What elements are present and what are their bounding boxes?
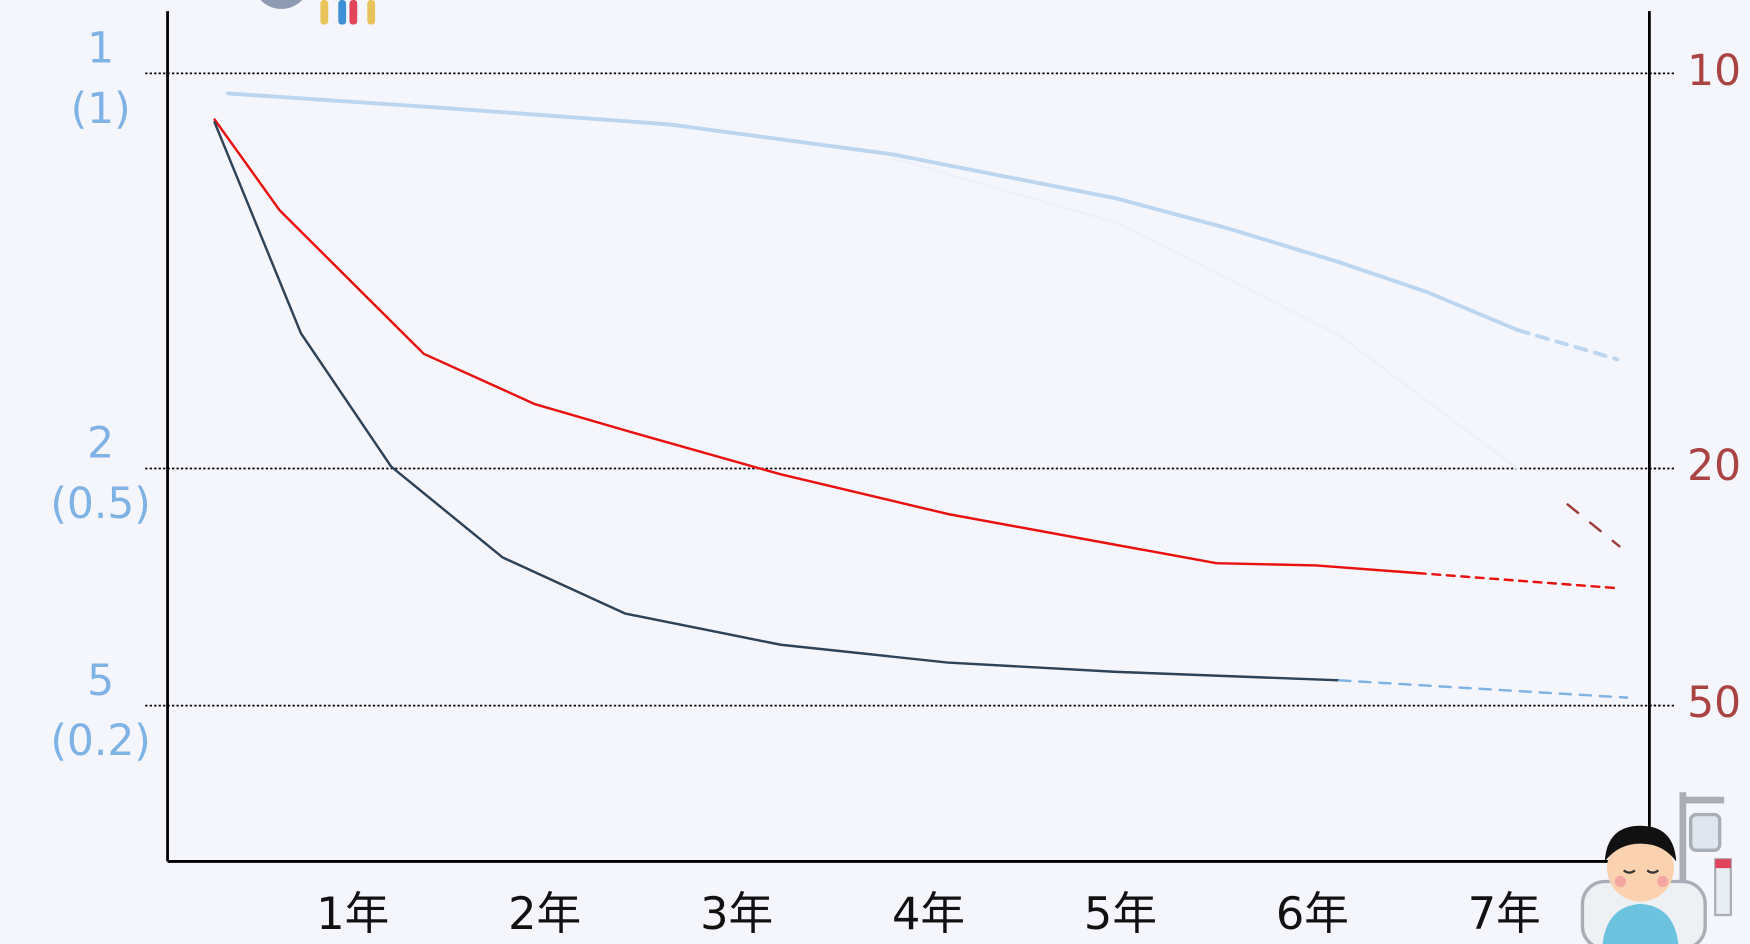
y-tick-sublabel: (0.2) (50, 716, 150, 765)
series-line (1339, 680, 1627, 697)
series-line (1568, 504, 1620, 546)
x-tick-label: 1年 (316, 888, 389, 940)
series-line (1518, 330, 1618, 359)
y-tick-label: 1 (87, 24, 114, 73)
x-tick-label: 3年 (700, 888, 773, 940)
series-line (892, 158, 1518, 468)
patient-icon (1582, 792, 1730, 944)
page: {"chart_data": {"type": "line", "xlim": … (0, 0, 1750, 944)
y-tick-sublabel: (1) (71, 84, 131, 133)
series-line (215, 120, 1418, 574)
axes (168, 11, 1650, 861)
top-icon (252, 0, 375, 25)
y2-tick-label: 50 (1687, 678, 1741, 727)
y2-tick-label: 20 (1687, 441, 1741, 490)
x-tick-label: 6年 (1276, 888, 1349, 940)
y-tick-label: 2 (87, 419, 114, 468)
y-tick-label: 5 (87, 656, 114, 705)
x-tick-label: 4年 (892, 888, 965, 940)
series-line (215, 122, 1340, 680)
x-tick-label: 5年 (1084, 888, 1157, 940)
y-tick-sublabel: (0.5) (50, 479, 150, 528)
series-line (228, 93, 1518, 330)
x-tick-label: 2年 (508, 888, 581, 940)
x-tick-label: 7年 (1468, 888, 1541, 940)
plot: 1 (1) 2 (0.5) 5 (0.2) 10 20 50 1年 2年 3年 4年 5年 6年 7年 (50, 24, 1741, 941)
series-line (1418, 573, 1620, 588)
y2-tick-label: 10 (1687, 46, 1741, 95)
chart: 1 (1) 2 (0.5) 5 (0.2) 10 20 50 1年 2年 3年 4年 5年 6年 7年 (0, 0, 1750, 944)
